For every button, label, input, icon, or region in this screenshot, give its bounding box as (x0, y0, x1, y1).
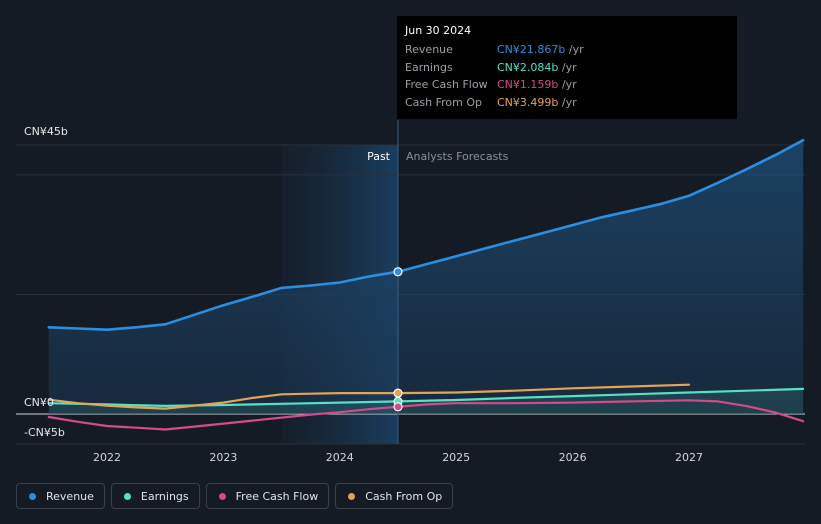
x-tick-label: 2024 (326, 451, 354, 464)
hover-tooltip: Jun 30 2024 Revenue CN¥21.867b /yr Earnin… (397, 16, 737, 119)
tooltip-row-revenue: Revenue CN¥21.867b /yr (405, 41, 729, 59)
x-tick-label: 2023 (209, 451, 237, 464)
revenue-marker (393, 267, 403, 277)
legend-item-revenue[interactable]: Revenue (16, 483, 105, 509)
earnings-dot-icon (123, 492, 131, 500)
tooltip-unit: /yr (568, 43, 584, 56)
tooltip-unit: /yr (561, 78, 577, 91)
x-tick-label: 2022 (93, 451, 121, 464)
legend-item-cash-from-op[interactable]: Cash From Op (335, 483, 454, 509)
legend-item-free-cash-flow[interactable]: Free Cash Flow (205, 483, 330, 509)
cash-from-op-marker (393, 388, 403, 398)
tooltip-value: CN¥2.084b (497, 60, 559, 74)
legend-label: Free Cash Flow (235, 489, 319, 503)
cash-from-op-line (47, 383, 691, 410)
tooltip-value: CN¥1.159b (497, 78, 559, 91)
earnings-line (47, 387, 805, 407)
forecast-label: Analysts Forecasts (406, 150, 509, 163)
tooltip-value: CN¥3.499b (497, 95, 559, 109)
revenue-dot-icon (29, 492, 36, 500)
legend-label: Earnings (140, 489, 189, 503)
y-tick-label: CN¥45b (24, 125, 68, 138)
x-tick-label: 2026 (559, 451, 587, 464)
tooltip-label: Earnings (405, 60, 453, 74)
tooltip-value: CN¥21.867b (497, 43, 566, 56)
x-tick-label: 2027 (675, 451, 703, 464)
tooltip-row-cash-from-op: Cash From Op CN¥3.499b /yr (405, 94, 729, 112)
legend-item-earnings[interactable]: Earnings (110, 483, 200, 509)
free-cash-flow-dot-icon (218, 492, 226, 500)
tooltip-date: Jun 30 2024 (405, 24, 472, 37)
chart-legend: Revenue Earnings Free Cash Flow Cash Fro… (16, 483, 454, 511)
y-tick-label: CN¥0 (24, 396, 54, 409)
tooltip-unit: /yr (561, 60, 577, 74)
legend-label: Revenue (46, 489, 94, 503)
legend-label: Cash From Op (365, 489, 443, 503)
tooltip-unit: /yr (561, 95, 577, 109)
tooltip-row-free-cash-flow: Free Cash Flow CN¥1.159b /yr (405, 76, 729, 94)
free-cash-flow-marker (393, 402, 403, 412)
tooltip-label: Cash From Op (405, 95, 483, 109)
past-label: Past (367, 150, 391, 163)
y-tick-label: -CN¥5b (24, 426, 65, 439)
tooltip-row-earnings: Earnings CN¥2.084b /yr (405, 59, 729, 77)
tooltip-label: Revenue (405, 43, 453, 56)
x-tick-label: 2025 (442, 451, 470, 464)
free-cash-flow-line (47, 399, 805, 431)
tooltip-label: Free Cash Flow (405, 78, 488, 91)
revenue-line (47, 138, 805, 331)
revenue-area (48, 140, 804, 414)
cash-from-op-dot-icon (348, 492, 356, 500)
